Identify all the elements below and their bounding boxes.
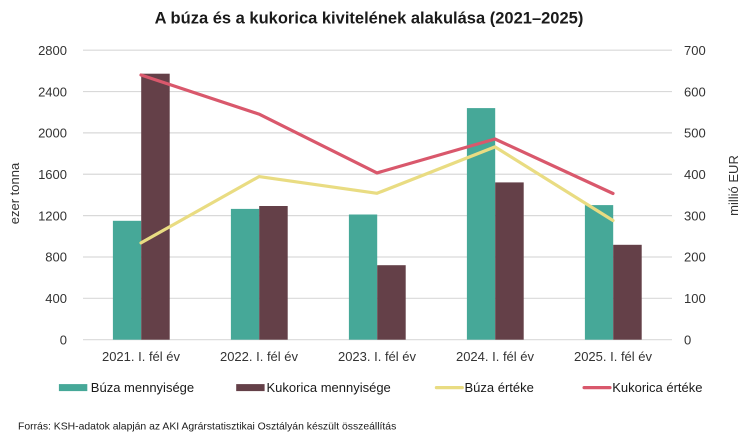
svg-text:1200: 1200 bbox=[38, 208, 67, 223]
svg-text:2023. I. fél év: 2023. I. fél év bbox=[338, 349, 417, 364]
svg-text:100: 100 bbox=[684, 291, 706, 306]
svg-text:Búza értéke: Búza értéke bbox=[465, 380, 534, 395]
svg-text:700: 700 bbox=[684, 43, 706, 58]
svg-text:1600: 1600 bbox=[38, 167, 67, 182]
svg-text:300: 300 bbox=[684, 208, 706, 223]
svg-text:800: 800 bbox=[45, 250, 67, 265]
svg-text:ezer tonna: ezer tonna bbox=[7, 162, 22, 224]
svg-text:Forrás: KSH-adatok alapján az: Forrás: KSH-adatok alapján az AKI Agrárs… bbox=[18, 422, 396, 433]
svg-text:0: 0 bbox=[684, 332, 691, 347]
svg-text:600: 600 bbox=[684, 84, 706, 99]
svg-text:400: 400 bbox=[45, 291, 67, 306]
svg-text:400: 400 bbox=[684, 167, 706, 182]
svg-text:2021. I. fél év: 2021. I. fél év bbox=[102, 349, 181, 364]
svg-text:A búza és a kukorica kivitelén: A búza és a kukorica kivitelének alakulá… bbox=[155, 10, 584, 28]
svg-text:2800: 2800 bbox=[38, 43, 67, 58]
svg-text:2022. I. fél év: 2022. I. fél év bbox=[220, 349, 299, 364]
svg-text:2024. I. fél év: 2024. I. fél év bbox=[456, 349, 535, 364]
svg-text:Kukorica értéke: Kukorica értéke bbox=[612, 380, 702, 395]
svg-text:2025. I. fél év: 2025. I. fél év bbox=[574, 349, 653, 364]
svg-text:Búza mennyisége: Búza mennyisége bbox=[91, 380, 194, 395]
svg-text:0: 0 bbox=[60, 332, 67, 347]
svg-text:2000: 2000 bbox=[38, 126, 67, 141]
svg-text:Kukorica mennyisége: Kukorica mennyisége bbox=[267, 380, 391, 395]
svg-text:200: 200 bbox=[684, 250, 706, 265]
svg-text:2400: 2400 bbox=[38, 84, 67, 99]
svg-text:millió EUR: millió EUR bbox=[726, 155, 741, 216]
svg-text:500: 500 bbox=[684, 126, 706, 141]
